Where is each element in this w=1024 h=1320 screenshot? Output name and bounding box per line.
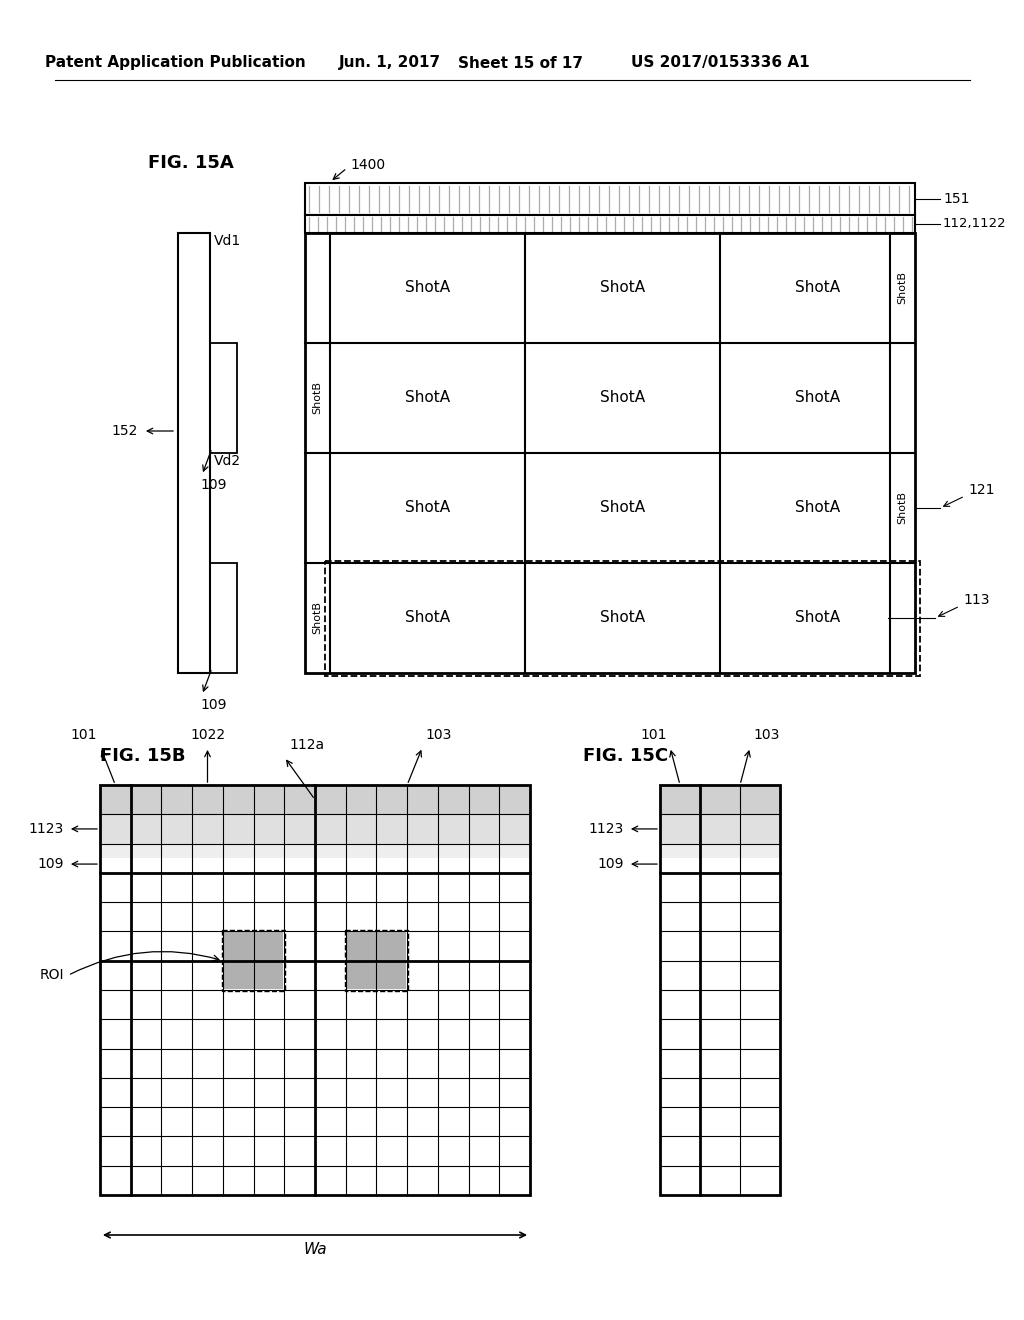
Text: ShotA: ShotA — [404, 391, 451, 405]
Bar — [222, 931, 286, 991]
Bar — [210, 343, 237, 453]
Text: ShotA: ShotA — [795, 281, 840, 296]
Text: US 2017/0153336 A1: US 2017/0153336 A1 — [631, 55, 809, 70]
Text: 109: 109 — [597, 857, 624, 871]
Bar — [660, 814, 780, 843]
Bar — [210, 564, 237, 673]
Text: 1400: 1400 — [350, 158, 385, 172]
Text: 152: 152 — [112, 424, 138, 438]
Bar — [100, 814, 530, 843]
Text: Patent Application Publication: Patent Application Publication — [45, 55, 305, 70]
Text: 103: 103 — [753, 729, 779, 742]
Bar — [100, 843, 530, 858]
Text: ShotA: ShotA — [795, 500, 840, 516]
Text: Sheet 15 of 17: Sheet 15 of 17 — [458, 55, 583, 70]
Text: ROI: ROI — [40, 969, 63, 982]
Text: 109: 109 — [200, 698, 226, 711]
Bar — [347, 932, 407, 989]
Bar — [660, 785, 780, 814]
Bar — [224, 932, 284, 989]
Text: ShotA: ShotA — [404, 610, 451, 626]
Text: 103: 103 — [426, 729, 452, 742]
Bar — [178, 234, 210, 673]
Text: 121: 121 — [968, 483, 994, 498]
Bar — [345, 931, 409, 991]
Bar — [305, 183, 915, 215]
Text: ShotB: ShotB — [312, 602, 323, 635]
Bar — [325, 561, 920, 676]
Text: ShotA: ShotA — [795, 610, 840, 626]
Text: 112,1122: 112,1122 — [943, 218, 1007, 231]
Text: ShotA: ShotA — [404, 281, 451, 296]
Text: ShotA: ShotA — [600, 500, 645, 516]
Text: 113: 113 — [963, 593, 989, 607]
Text: 109: 109 — [200, 478, 226, 492]
Text: 101: 101 — [71, 729, 97, 742]
Text: ShotB: ShotB — [312, 381, 323, 414]
Text: Wa: Wa — [303, 1242, 327, 1258]
Text: 151: 151 — [943, 191, 970, 206]
Bar — [305, 215, 915, 234]
Text: 1123: 1123 — [589, 822, 624, 836]
Text: 112a: 112a — [290, 738, 325, 752]
Bar — [100, 785, 530, 814]
Text: ShotA: ShotA — [795, 391, 840, 405]
Text: 101: 101 — [640, 729, 667, 742]
Text: FIG. 15C: FIG. 15C — [583, 747, 668, 766]
Text: ShotA: ShotA — [404, 500, 451, 516]
Text: ShotB: ShotB — [897, 272, 907, 305]
Text: 1022: 1022 — [189, 729, 225, 742]
Text: Vd2: Vd2 — [214, 454, 241, 469]
Text: ShotA: ShotA — [600, 610, 645, 626]
Text: ShotA: ShotA — [600, 391, 645, 405]
Text: ShotB: ShotB — [897, 491, 907, 524]
Bar — [660, 785, 780, 1195]
Bar — [100, 785, 530, 1195]
Text: 109: 109 — [38, 857, 63, 871]
Bar — [305, 234, 915, 673]
Text: FIG. 15A: FIG. 15A — [148, 154, 233, 172]
Text: ShotA: ShotA — [600, 281, 645, 296]
Bar — [660, 843, 780, 858]
Text: Vd1: Vd1 — [214, 234, 242, 248]
Text: Jun. 1, 2017: Jun. 1, 2017 — [339, 55, 441, 70]
Text: FIG. 15B: FIG. 15B — [100, 747, 185, 766]
Text: 1123: 1123 — [29, 822, 63, 836]
